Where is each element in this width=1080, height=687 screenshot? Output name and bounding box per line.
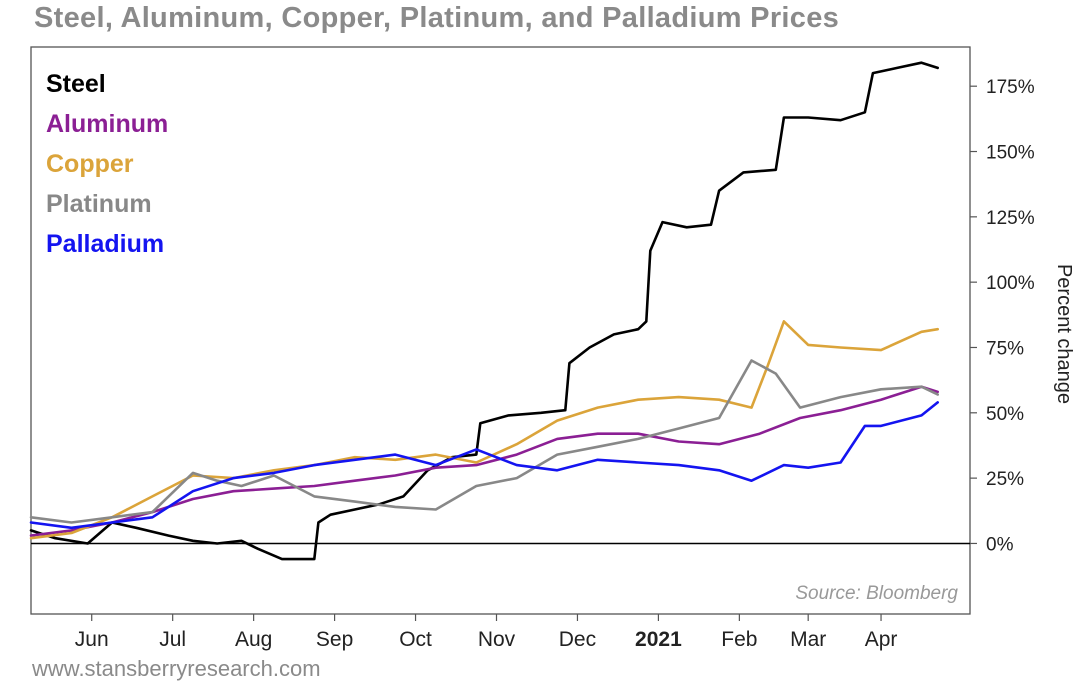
- y-tick-label: 50%: [986, 404, 1024, 425]
- series-line-steel: [29, 61, 940, 561]
- x-tick-label: Jul: [159, 628, 186, 651]
- x-tick-label: Jun: [75, 628, 109, 651]
- series-line-platinum: [29, 359, 940, 524]
- y-tick-label: 0%: [986, 534, 1014, 555]
- legend-entry-palladium: Palladium: [46, 230, 164, 258]
- x-tick-label: Aug: [235, 628, 272, 651]
- y-tick-label: 150%: [986, 143, 1035, 164]
- y-tick-label: 25%: [986, 469, 1024, 490]
- legend-entry-copper: Copper: [46, 150, 134, 178]
- x-tick-label: Feb: [721, 628, 757, 651]
- x-tick-label: Sep: [316, 628, 353, 651]
- series-line-aluminum: [29, 385, 940, 537]
- x-tick-label: Mar: [790, 628, 826, 651]
- y-tick-label: 175%: [986, 77, 1035, 98]
- y-tick-label: 100%: [986, 273, 1035, 294]
- y-tick-label: 75%: [986, 338, 1024, 359]
- x-tick-label: Apr: [865, 628, 898, 651]
- x-tick-label: 2021: [635, 628, 682, 651]
- plot-frame: [30, 46, 971, 615]
- x-tick-label: Dec: [559, 628, 596, 651]
- legend-entry-platinum: Platinum: [46, 190, 152, 218]
- source-note: Source: Bloomberg: [795, 583, 958, 604]
- x-tick-label: Nov: [478, 628, 516, 651]
- footer-url: www.stansberryresearch.com: [32, 656, 321, 681]
- x-tick-label: Oct: [399, 628, 432, 651]
- y-tick-label: 125%: [986, 208, 1035, 229]
- series-line-palladium: [29, 401, 940, 530]
- legend-entry-steel: Steel: [46, 70, 106, 98]
- chart-title: Steel, Aluminum, Copper, Platinum, and P…: [34, 2, 840, 34]
- y-axis-label: Percent change: [1053, 264, 1075, 404]
- legend-entry-aluminum: Aluminum: [46, 110, 168, 138]
